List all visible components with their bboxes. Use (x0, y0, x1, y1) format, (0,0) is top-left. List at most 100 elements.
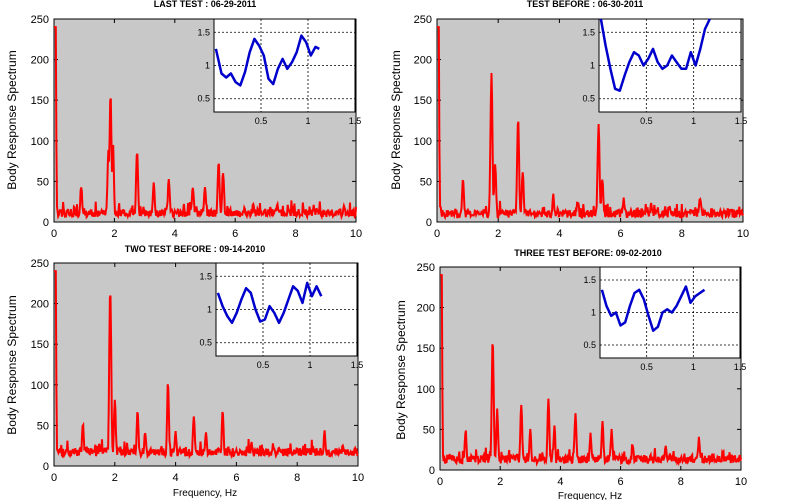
inset-x-tick-label: 0.5 (255, 116, 268, 126)
inset-x-tick-label: 1 (305, 116, 310, 126)
inset-y-tick-label: 1.5 (583, 275, 596, 285)
y-tick-label: 250 (31, 258, 49, 270)
x-tick-label: 8 (679, 228, 685, 240)
y-tick-label: 200 (31, 55, 49, 67)
x-tick-label: 0 (51, 228, 57, 240)
x-tick-label: 2 (495, 228, 501, 240)
inset-x-tick-label: 1.5 (735, 116, 748, 126)
x-tick-label: 8 (293, 228, 299, 240)
inset-y-tick-label: 0.5 (583, 340, 596, 350)
x-tick-label: 8 (678, 476, 684, 488)
y-tick-label: 150 (31, 339, 49, 351)
x-tick-label: 10 (350, 228, 362, 240)
inset-y-tick-label: 0.5 (197, 94, 210, 104)
y-tick-label: 250 (31, 14, 49, 26)
inset-y-tick-label: 1.5 (199, 271, 212, 281)
inset-x-tick-label: 1 (691, 362, 696, 372)
x-tick-label: 6 (618, 476, 624, 488)
spectrum-line (437, 26, 744, 221)
inset-plot-area (598, 18, 742, 113)
inset-x-tick-label: 1.5 (734, 362, 747, 372)
inset-ratio-line (216, 281, 323, 325)
x-tick-label: 8 (294, 472, 300, 484)
x-tick-label: 10 (735, 476, 747, 488)
x-tick-label: 6 (233, 472, 239, 484)
chart-panel-3: TWO TEST BEFORE : 09-14-2010 Body Respons… (5, 244, 364, 499)
y-tick-label: 0 (426, 217, 432, 229)
y-tick-label: 150 (417, 343, 435, 355)
inset-y-tick-label: 1 (590, 61, 595, 71)
x-tick-label: 0 (51, 472, 57, 484)
x-tick-label: 0 (434, 228, 440, 240)
y-tick-label: 100 (31, 136, 49, 148)
y-tick-label: 150 (414, 95, 432, 107)
inset-x-tick-label: 0.5 (257, 360, 270, 370)
inset-ratio-line (600, 285, 706, 332)
x-tick-label: 10 (352, 472, 364, 484)
inset-x-tick-label: 0.5 (640, 362, 653, 372)
y-tick-label: 0 (429, 465, 435, 477)
x-tick-label: 4 (173, 472, 179, 484)
inset-chart: 0.5 1 1.5 0.5 1 1.5 (199, 262, 364, 370)
y-tick-label: 50 (37, 420, 49, 432)
y-tick-label: 50 (420, 176, 432, 188)
x-tick-label: 2 (497, 476, 503, 488)
x-axis-label: Frequency, Hz (558, 491, 622, 500)
x-tick-label: 0 (437, 476, 443, 488)
y-tick-label: 250 (414, 14, 432, 26)
inset-y-tick-label: 1 (207, 305, 212, 315)
y-tick-label: 250 (417, 262, 435, 274)
inset-x-tick-label: 1.5 (349, 116, 362, 126)
y-axis-label: Body Response Spectrum (394, 300, 408, 439)
y-axis-label: Body Response Spectrum (5, 295, 19, 434)
y-axis-label: Body Response Spectrum (389, 50, 403, 189)
spectrum-line (54, 26, 357, 221)
inset-y-tick-label: 0.5 (199, 338, 212, 348)
x-axis-label: Frequency, Hz (173, 488, 237, 499)
x-tick-label: 4 (556, 228, 562, 240)
x-tick-label: 2 (112, 472, 118, 484)
y-tick-label: 100 (31, 380, 49, 392)
spectrum-line (54, 270, 359, 460)
inset-y-tick-label: 1 (205, 61, 210, 71)
inset-y-tick-label: 1.5 (582, 27, 595, 37)
x-tick-label: 4 (557, 476, 563, 488)
y-tick-label: 100 (417, 384, 435, 396)
y-tick-label: 200 (417, 303, 435, 315)
inset-chart: 0.5 1 1.5 0.5 1 1.5 (197, 18, 362, 126)
inset-ratio-line (599, 18, 711, 92)
x-tick-label: 10 (737, 228, 749, 240)
chart-title: TEST BEFORE : 06-30-2011 (527, 0, 644, 9)
chart-panel-4: THREE TEST BEFORE: 09-02-2010 Body Respon… (394, 248, 747, 500)
inset-x-tick-label: 1.5 (351, 360, 364, 370)
chart-title: TWO TEST BEFORE : 09-14-2010 (125, 244, 266, 254)
inset-chart: 0.5 1 1.5 0.5 1 1.5 (583, 266, 747, 372)
inset-y-tick-label: 1 (591, 308, 596, 318)
inset-y-tick-label: 0.5 (582, 94, 595, 104)
chart-title: THREE TEST BEFORE: 09-02-2010 (514, 248, 662, 258)
y-tick-label: 50 (37, 176, 49, 188)
inset-y-tick-label: 1.5 (197, 27, 210, 37)
x-tick-label: 4 (172, 228, 178, 240)
chart-title: LAST TEST : 06-29-2011 (154, 0, 257, 9)
x-tick-label: 2 (111, 228, 117, 240)
x-tick-label: 6 (232, 228, 238, 240)
y-tick-label: 200 (414, 55, 432, 67)
y-tick-label: 0 (43, 217, 49, 229)
y-tick-label: 200 (31, 299, 49, 311)
inset-x-tick-label: 0.5 (640, 116, 653, 126)
chart-panel-1: LAST TEST : 06-29-2011 Body Response Spec… (5, 0, 362, 240)
inset-x-tick-label: 1 (691, 116, 696, 126)
y-tick-label: 0 (43, 461, 49, 473)
y-axis-label: Body Response Spectrum (5, 50, 19, 189)
y-tick-label: 150 (31, 95, 49, 107)
x-tick-label: 6 (618, 228, 624, 240)
chart-panel-2: TEST BEFORE : 06-30-2011 Body Response Sp… (389, 0, 749, 240)
inset-x-tick-label: 1 (307, 360, 312, 370)
spectrum-line (440, 274, 742, 467)
y-tick-label: 100 (414, 136, 432, 148)
y-tick-label: 50 (423, 424, 435, 436)
inset-chart: 0.5 1 1.5 0.5 1 1.5 (582, 18, 748, 126)
inset-ratio-line (214, 34, 320, 87)
